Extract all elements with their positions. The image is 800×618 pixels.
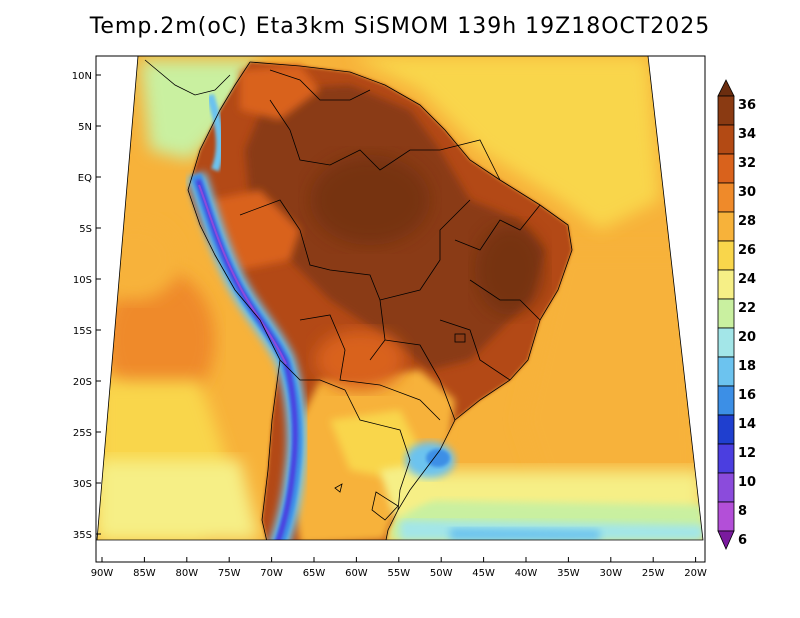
country-borders: [144, 59, 573, 540]
lat-tick-label: 25S: [73, 428, 92, 439]
colorbar-bottom-arrow: [717, 530, 735, 550]
lon-tick-label: 80W: [175, 568, 198, 579]
colorbar-segment: [717, 211, 735, 242]
lon-axis: 90W 85W 80W 75W 70W 65W 60W 55W 50W 45W 40W 35W 30W 2…: [91, 557, 707, 579]
colorbar-label: 32: [738, 156, 756, 171]
colorbar-label: 24: [738, 272, 756, 287]
colorbar-label: 30: [738, 185, 756, 200]
lon-tick-label: 40W: [515, 568, 538, 579]
colorbar-label: 28: [738, 214, 756, 229]
colorbar-label: 16: [738, 388, 756, 403]
temperature-field: [97, 56, 703, 540]
lat-tick-label: 5S: [79, 224, 92, 235]
lat-tick-label: EQ: [78, 173, 92, 184]
lon-tick-label: 55W: [387, 568, 410, 579]
lat-tick-label: 15S: [73, 326, 92, 337]
colorbar-segment: [717, 124, 735, 155]
colorbar-segment: [717, 443, 735, 474]
lat-tick-label: 20S: [73, 377, 92, 388]
colorbar-label: 6: [738, 533, 747, 548]
lon-tick-label: 35W: [557, 568, 580, 579]
colorbar-label: 36: [738, 98, 756, 113]
colorbar-label: 8: [738, 504, 747, 519]
lon-tick-label: 65W: [303, 568, 326, 579]
colorbar-label: 18: [738, 359, 756, 374]
colorbar-segment: [717, 182, 735, 213]
colorbar-label: 20: [738, 330, 756, 345]
colorbar-label: 26: [738, 243, 756, 258]
plot-frame: [95, 55, 706, 563]
lat-tick-label: 5N: [78, 122, 92, 133]
colorbar-segment: [717, 327, 735, 358]
lon-tick-label: 20W: [684, 568, 707, 579]
colorbar: 36 34 32 30 28 26 24 22 20 18 16 14 12 10 8 6: [717, 79, 756, 550]
lon-tick-label: 25W: [642, 568, 665, 579]
lon-tick-label: 60W: [345, 568, 368, 579]
colorbar-segment: [717, 385, 735, 416]
lon-tick-label: 45W: [472, 568, 495, 579]
lat-tick-label: 30S: [73, 479, 92, 490]
colorbar-label: 34: [738, 127, 756, 142]
lon-tick-label: 70W: [260, 568, 283, 579]
colorbar-top-arrow: [717, 79, 735, 97]
colorbar-label: 12: [738, 446, 756, 461]
lon-tick-label: 85W: [133, 568, 156, 579]
chart-title: Temp.2m(oC) Eta3km SiSMOM 139h 19Z18OCT2…: [89, 14, 711, 39]
lon-tick-label: 30W: [599, 568, 622, 579]
colorbar-segment: [717, 472, 735, 503]
colorbar-segment: [717, 153, 735, 184]
colorbar-segment: [717, 414, 735, 445]
colorbar-segment: [717, 95, 735, 126]
lat-tick-label: 10N: [72, 71, 92, 82]
colorbar-segment: [717, 356, 735, 387]
colorbar-segment: [717, 240, 735, 271]
colorbar-segment: [717, 269, 735, 300]
lat-tick-label: 35S: [73, 530, 92, 541]
lat-tick-label: 10S: [73, 275, 92, 286]
lon-tick-label: 50W: [430, 568, 453, 579]
colorbar-label: 10: [738, 475, 756, 490]
lat-axis: 10N 5N EQ 5S 10S 15S 20S 25S 30S 35S: [72, 71, 101, 541]
colorbar-label: 22: [738, 301, 756, 316]
lon-tick-label: 90W: [91, 568, 114, 579]
colorbar-label: 14: [738, 417, 756, 432]
colorbar-segment: [717, 298, 735, 329]
lon-tick-label: 75W: [218, 568, 241, 579]
colorbar-segment: [717, 501, 735, 532]
